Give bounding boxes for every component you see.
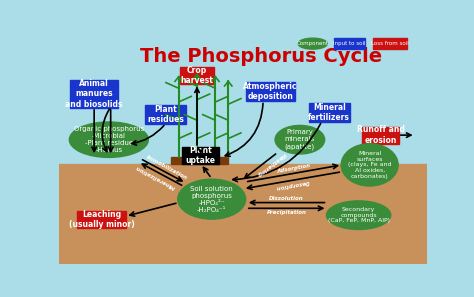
FancyBboxPatch shape bbox=[309, 103, 350, 122]
Text: Weathering: Weathering bbox=[255, 151, 286, 177]
FancyBboxPatch shape bbox=[373, 38, 407, 49]
Bar bbox=[171, 157, 228, 164]
FancyBboxPatch shape bbox=[246, 82, 294, 101]
Text: Desorption: Desorption bbox=[275, 179, 310, 190]
Text: Animal
manures
and biosolids: Animal manures and biosolids bbox=[65, 79, 123, 109]
FancyBboxPatch shape bbox=[362, 127, 399, 143]
Ellipse shape bbox=[298, 38, 328, 49]
Text: Plant
uptake: Plant uptake bbox=[186, 146, 216, 165]
FancyBboxPatch shape bbox=[334, 38, 365, 49]
Bar bbox=[59, 36, 427, 164]
Text: Component: Component bbox=[297, 41, 329, 46]
FancyBboxPatch shape bbox=[180, 67, 214, 84]
Text: Precipitation: Precipitation bbox=[267, 210, 307, 215]
Text: Runoff and
erosion: Runoff and erosion bbox=[357, 125, 405, 145]
Ellipse shape bbox=[341, 144, 398, 186]
Text: Organic phosphorus
-Microbial
-Plant residue
-Humus: Organic phosphorus -Microbial -Plant res… bbox=[74, 126, 144, 153]
Text: Soil solution
phosphorus
-HPO₄²⁻
-H₂PO₄⁻¹: Soil solution phosphorus -HPO₄²⁻ -H₂PO₄⁻… bbox=[191, 186, 233, 213]
Ellipse shape bbox=[69, 122, 148, 157]
FancyBboxPatch shape bbox=[70, 80, 118, 108]
FancyBboxPatch shape bbox=[182, 147, 219, 164]
Text: Mineralization: Mineralization bbox=[135, 164, 176, 189]
Text: Adsorption: Adsorption bbox=[276, 163, 310, 174]
Text: Mineral
surfaces
(clays, Fe and
Al oxides,
carbonates): Mineral surfaces (clays, Fe and Al oxide… bbox=[348, 151, 392, 179]
Text: Primary
minerals
(apatite): Primary minerals (apatite) bbox=[285, 129, 315, 150]
Text: Secondary
compounds
(CaP, FeP, MnP, AlP): Secondary compounds (CaP, FeP, MnP, AlP) bbox=[328, 207, 390, 223]
Text: Leaching
(usually minor): Leaching (usually minor) bbox=[69, 210, 134, 230]
Text: Dissolution: Dissolution bbox=[269, 196, 304, 201]
Text: Input to soil: Input to soil bbox=[333, 41, 366, 46]
Text: Atmospheric
deposition: Atmospheric deposition bbox=[243, 82, 298, 101]
Text: Loss from soil: Loss from soil bbox=[371, 41, 409, 46]
Ellipse shape bbox=[178, 179, 246, 219]
Ellipse shape bbox=[275, 125, 325, 154]
Bar bbox=[59, 164, 427, 264]
Text: Crop
harvest: Crop harvest bbox=[181, 66, 213, 85]
Text: Mineral
fertilizers: Mineral fertilizers bbox=[308, 102, 350, 122]
Ellipse shape bbox=[327, 201, 391, 230]
Text: Immobilization: Immobilization bbox=[146, 154, 188, 181]
FancyBboxPatch shape bbox=[146, 105, 186, 124]
Text: Plant
residues: Plant residues bbox=[147, 105, 184, 124]
Text: The Phosphorus Cycle: The Phosphorus Cycle bbox=[140, 47, 382, 66]
FancyBboxPatch shape bbox=[77, 211, 126, 228]
